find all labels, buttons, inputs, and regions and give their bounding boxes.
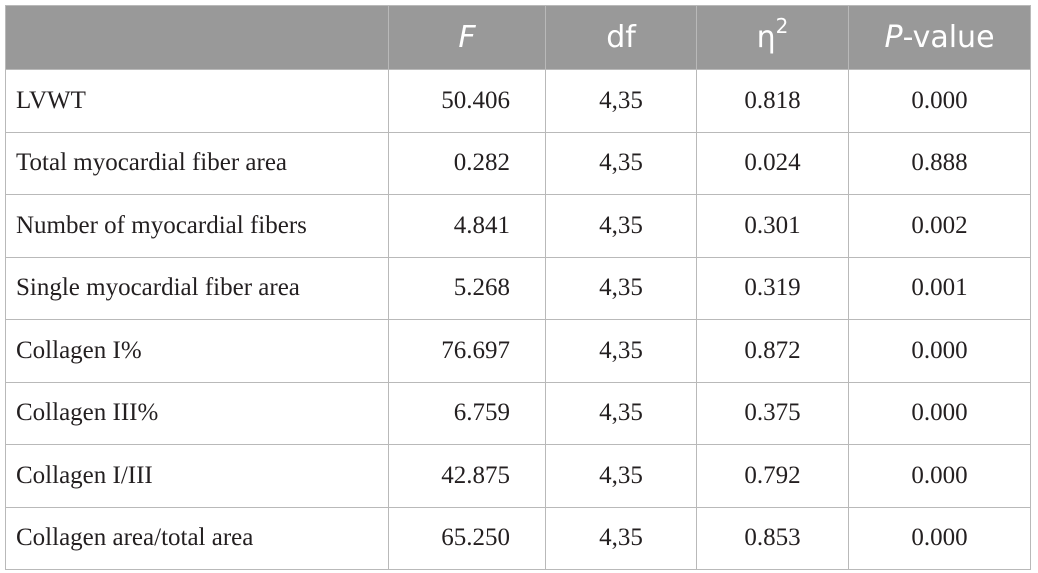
header-f: F xyxy=(388,5,546,70)
p-value: 0.000 xyxy=(848,506,1031,570)
table-row: Collagen area/total area 65.250 4,35 0.8… xyxy=(5,506,1031,570)
anova-table: F df η2 P-value LVWT 50.406 4,35 0.818 0… xyxy=(5,5,1031,570)
eta-squared-value: 0.792 xyxy=(696,444,849,508)
table-row: Collagen III% 6.759 4,35 0.375 0.000 xyxy=(5,381,1031,445)
f-value: 50.406 xyxy=(388,69,546,133)
df-value: 4,35 xyxy=(545,256,697,320)
table-row: LVWT 50.406 4,35 0.818 0.000 xyxy=(5,69,1031,133)
f-value: 6.759 xyxy=(388,381,546,445)
p-value: 0.000 xyxy=(848,444,1031,508)
eta-squared-value: 0.319 xyxy=(696,256,849,320)
df-value: 4,35 xyxy=(545,194,697,258)
f-value: 65.250 xyxy=(388,506,546,570)
header-eta-superscript: 2 xyxy=(775,14,789,38)
header-p-value: P-value xyxy=(848,5,1031,70)
table-row: Number of myocardial fibers 4.841 4,35 0… xyxy=(5,194,1031,258)
f-value: 4.841 xyxy=(388,194,546,258)
table-row: Total myocardial fiber area 0.282 4,35 0… xyxy=(5,131,1031,195)
df-value: 4,35 xyxy=(545,444,697,508)
p-value: 0.000 xyxy=(848,319,1031,383)
eta-squared-value: 0.853 xyxy=(696,506,849,570)
header-f-label: F xyxy=(458,20,476,55)
p-value: 0.002 xyxy=(848,194,1031,258)
header-p-rest: -value xyxy=(902,20,995,55)
row-label: Collagen III% xyxy=(5,381,389,445)
header-eta-symbol: η xyxy=(756,20,776,55)
row-label: LVWT xyxy=(5,69,389,133)
row-label: Collagen I% xyxy=(5,319,389,383)
p-value: 0.001 xyxy=(848,256,1031,320)
df-value: 4,35 xyxy=(545,381,697,445)
table-row: Collagen I/III 42.875 4,35 0.792 0.000 xyxy=(5,444,1031,508)
header-p-italic: P xyxy=(884,20,903,55)
eta-squared-value: 0.818 xyxy=(696,69,849,133)
f-value: 5.268 xyxy=(388,256,546,320)
f-value: 0.282 xyxy=(388,131,546,195)
df-value: 4,35 xyxy=(545,506,697,570)
df-value: 4,35 xyxy=(545,131,697,195)
table-row: Single myocardial fiber area 5.268 4,35 … xyxy=(5,256,1031,320)
row-label: Collagen I/III xyxy=(5,444,389,508)
header-corner-cell xyxy=(5,5,389,70)
p-value: 0.000 xyxy=(848,69,1031,133)
header-df: df xyxy=(545,5,697,70)
eta-squared-value: 0.872 xyxy=(696,319,849,383)
table-row: Collagen I% 76.697 4,35 0.872 0.000 xyxy=(5,319,1031,383)
eta-squared-value: 0.375 xyxy=(696,381,849,445)
p-value: 0.000 xyxy=(848,381,1031,445)
f-value: 76.697 xyxy=(388,319,546,383)
eta-squared-value: 0.024 xyxy=(696,131,849,195)
header-row: F df η2 P-value xyxy=(5,5,1031,70)
row-label: Single myocardial fiber area xyxy=(5,256,389,320)
df-value: 4,35 xyxy=(545,69,697,133)
row-label: Collagen area/total area xyxy=(5,506,389,570)
df-value: 4,35 xyxy=(545,319,697,383)
header-eta-squared: η2 xyxy=(696,5,849,70)
eta-squared-value: 0.301 xyxy=(696,194,849,258)
f-value: 42.875 xyxy=(388,444,546,508)
row-label: Total myocardial fiber area xyxy=(5,131,389,195)
p-value: 0.888 xyxy=(848,131,1031,195)
row-label: Number of myocardial fibers xyxy=(5,194,389,258)
